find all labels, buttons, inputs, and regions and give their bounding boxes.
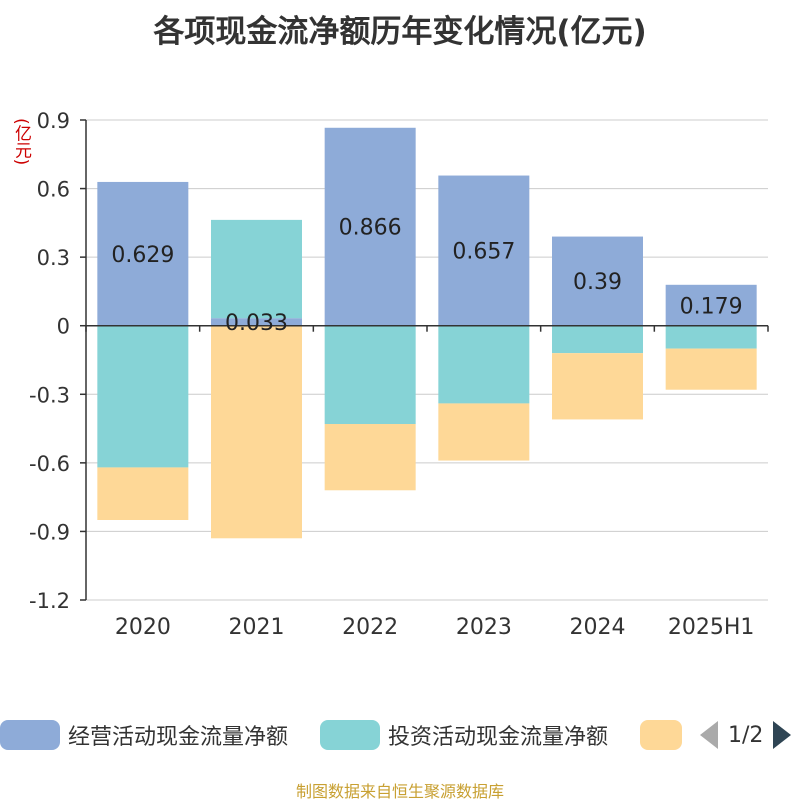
bar-0-2023 [438,175,530,326]
legend-swatch-investing [320,720,380,750]
legend-label-operating: 经营活动现金流量净额 [68,725,289,750]
bar-0-2021 [211,318,302,326]
x-tick-label: 2023 [456,615,512,640]
bar-0-2025H1 [665,284,757,326]
legend-item-financing[interactable] [640,715,682,755]
y-tick-label: -0.3 [29,383,70,407]
bar-2-2025H1 [665,348,757,390]
data-label: 0.033 [225,311,288,336]
legend-label-investing: 投资活动现金流量净额 [388,725,609,750]
bar-0-2024 [552,236,643,326]
legend-page-indicator: 1/2 [728,722,764,748]
data-label: 0.179 [680,294,743,319]
y-axis-unit: (亿元) [11,118,31,166]
bar-1-2023 [438,325,530,404]
x-tick-label: 2021 [229,615,285,640]
bar-1-2024 [552,325,643,354]
x-tick-label: 2020 [115,615,171,640]
data-label: 0.39 [573,270,622,295]
bar-2-2021 [211,325,302,539]
y-tick-label: -0.6 [29,452,70,476]
data-labels: 0.629 0.033 0.866 0.657 0.39 0.179 [111,216,742,336]
bar-1-2022 [324,325,416,424]
y-tick-label: 0 [57,315,70,339]
bar-2-2023 [438,403,530,461]
legend-swatch-operating [0,720,60,750]
data-label: 0.866 [339,216,402,241]
x-tick-labels: 2020 2021 2022 2023 2024 2025H1 [115,615,755,640]
bar-2-2024 [552,353,643,420]
bar-2-2022 [324,424,416,491]
legend-pager: 1/2 [700,715,792,755]
y-tick-label: -1.2 [29,589,70,613]
y-tick-label: 0.6 [37,178,70,202]
bar-1-2025H1 [665,325,757,349]
data-label: 0.657 [452,240,515,265]
legend-item-investing[interactable]: 投资活动现金流量净额 [320,715,608,755]
bars [97,127,757,539]
data-source-footer: 制图数据来自恒生聚源数据库 [295,782,504,801]
y-tick-label: -0.9 [29,520,70,544]
data-label: 0.629 [111,243,174,268]
bar-0-2020 [97,181,189,326]
x-tick-label: 2024 [570,615,626,640]
legend-item-operating[interactable]: 经营活动现金流量净额 [0,715,288,755]
legend-swatch-financing [640,720,682,750]
bar-1-2021 [211,219,302,319]
axes [80,119,769,601]
y-tick-label: 0.3 [37,246,70,270]
chart-title: 各项现金流净额历年变化情况(亿元) [153,14,647,50]
prev-page-icon[interactable] [700,721,718,749]
next-page-icon[interactable] [773,721,792,749]
x-tick-label: 2025H1 [668,615,755,640]
chart-canvas: 0.90.60.30-0.3-0.6-0.9-1.2 2020 2021 2022 2… [29,109,769,640]
y-tick-labels: 0.9 0.6 0.3 0 -0.3 -0.6 -0.9 -1.2 [29,109,70,613]
legend: 经营活动现金流量净额 投资活动现金流量净额 1/2 [0,715,800,755]
bar-1-2020 [97,325,189,468]
bar-2-2020 [97,467,189,520]
bar-0-2022 [324,127,416,326]
y-tick-label: 0.9 [37,109,70,133]
x-tick-label: 2022 [342,615,398,640]
